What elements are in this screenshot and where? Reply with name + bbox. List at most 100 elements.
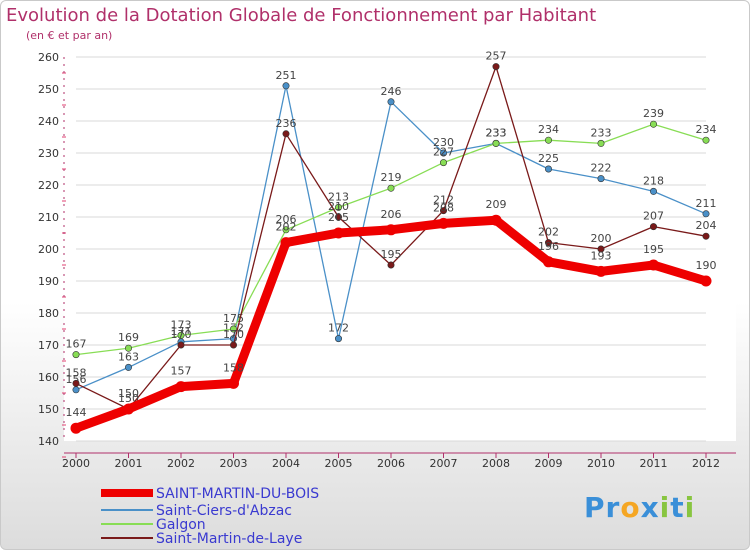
data-point: [334, 203, 342, 211]
logo-letter: i: [684, 491, 696, 524]
data-point: [177, 341, 185, 349]
data-label: 236: [276, 117, 297, 130]
y-tick-label: 220: [38, 179, 59, 192]
data-label: 233: [486, 126, 507, 139]
data-label: 157: [171, 365, 192, 378]
x-tick-label: 2007: [430, 457, 458, 470]
logo-letter: i: [659, 491, 671, 524]
data-point: [125, 363, 133, 371]
data-label: 206: [276, 213, 297, 226]
data-label: 233: [591, 126, 612, 139]
logo-letter: t: [670, 491, 685, 524]
data-point: [544, 165, 552, 173]
x-tick-label: 2005: [325, 457, 353, 470]
data-label: 251: [276, 69, 297, 82]
data-label: 230: [433, 136, 454, 149]
data-label: 195: [381, 248, 402, 261]
data-label: 211: [696, 197, 717, 210]
x-tick-label: 2011: [640, 457, 668, 470]
x-tick-label: 2000: [62, 457, 90, 470]
data-label: 233: [486, 126, 507, 139]
y-tick-label: 150: [38, 403, 59, 416]
data-point: [438, 217, 449, 229]
data-point: [333, 227, 344, 239]
y-tick-label: 240: [38, 115, 59, 128]
legend-label: SAINT-MARTIN-DU-BOIS: [156, 486, 319, 502]
data-point: [544, 136, 552, 144]
y-tick-label: 140: [38, 435, 59, 448]
data-label: 190: [696, 259, 717, 272]
data-label: 170: [171, 328, 192, 341]
y-tick-label: 250: [38, 83, 59, 96]
logo-letter: x: [640, 491, 660, 524]
x-tick-label: 2004: [272, 457, 300, 470]
data-label: 218: [643, 174, 664, 187]
data-point: [702, 136, 710, 144]
data-label: 170: [223, 328, 244, 341]
data-point: [282, 82, 290, 90]
x-tick-label: 2002: [167, 457, 195, 470]
y-tick-label: 230: [38, 147, 59, 160]
data-label: 169: [118, 331, 139, 344]
data-point: [230, 341, 238, 349]
data-point: [70, 422, 82, 434]
data-point: [648, 259, 659, 271]
data-label: 156: [66, 373, 87, 386]
logo-letter: P: [584, 491, 606, 524]
data-label: 208: [433, 201, 454, 214]
data-label: 205: [328, 211, 349, 224]
chart-subtitle: (en € et par an): [26, 29, 113, 42]
data-point: [72, 386, 80, 394]
data-label: 213: [328, 190, 349, 203]
data-label: 193: [591, 249, 612, 262]
data-point: [700, 275, 712, 287]
data-point: [702, 232, 710, 240]
data-point: [72, 351, 80, 359]
data-point: [282, 130, 290, 138]
data-label: 196: [538, 240, 559, 253]
y-tick-label: 200: [38, 243, 59, 256]
data-label: 204: [696, 219, 717, 232]
data-point: [649, 223, 657, 231]
data-point: [334, 213, 342, 221]
data-point: [125, 344, 133, 352]
data-label: 225: [538, 152, 559, 165]
data-point: [439, 159, 447, 167]
data-point: [385, 224, 397, 236]
legend-label: Galgon: [156, 517, 206, 533]
y-tick-label: 170: [38, 339, 59, 352]
x-tick-label: 2008: [482, 457, 510, 470]
data-label: 202: [276, 221, 297, 234]
data-point: [175, 381, 187, 393]
data-point: [595, 265, 607, 277]
data-label: 207: [643, 210, 664, 223]
data-label: 219: [381, 171, 402, 184]
chart-title: Evolution de la Dotation Globale de Fonc…: [6, 5, 597, 26]
data-label: 144: [66, 406, 87, 419]
data-point: [597, 139, 605, 147]
data-label: 172: [328, 322, 349, 335]
data-point: [492, 63, 500, 71]
x-tick-label: 2003: [220, 457, 248, 470]
data-point: [439, 149, 447, 157]
x-tick-label: 2001: [115, 457, 143, 470]
data-label: 173: [171, 318, 192, 331]
legend-label: Saint-Martin-de-Laye: [156, 531, 302, 547]
data-point: [597, 175, 605, 183]
logo-letter: o: [620, 491, 641, 524]
data-label: 234: [696, 123, 717, 136]
data-label: 195: [643, 243, 664, 256]
data-point: [544, 239, 552, 247]
data-point: [439, 207, 447, 215]
data-point: [177, 331, 185, 339]
data-label: 209: [486, 198, 507, 211]
x-tick-label: 2006: [377, 457, 405, 470]
data-point: [387, 184, 395, 192]
data-label: 246: [381, 85, 402, 98]
x-tick-label: 2009: [535, 457, 563, 470]
y-tick-label: 190: [38, 275, 59, 288]
data-point: [280, 237, 292, 249]
legend-label: Saint-Ciers-d'Abzac: [156, 503, 292, 519]
